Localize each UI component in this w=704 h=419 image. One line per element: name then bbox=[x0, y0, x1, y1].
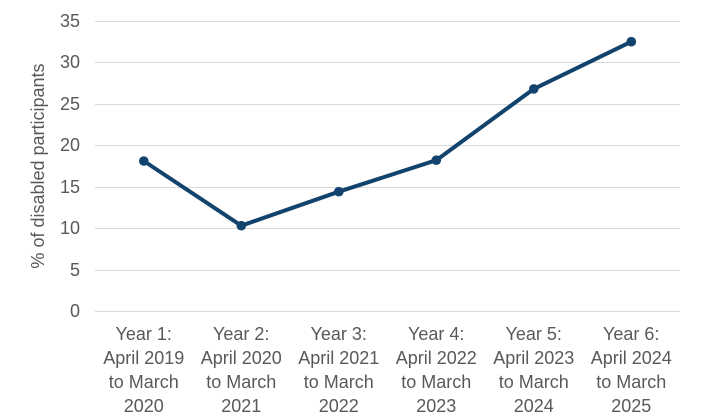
y-tick-label-10: 10 bbox=[59, 218, 80, 239]
data-point-1 bbox=[139, 156, 149, 166]
gridline-y-0 bbox=[95, 311, 680, 312]
x-tick-label-year-6: Year 6: April 2024 to March 2025 bbox=[590, 324, 672, 416]
data-point-5 bbox=[529, 84, 539, 94]
series-line bbox=[142, 39, 633, 228]
y-tick-label-5: 5 bbox=[69, 259, 80, 280]
x-tick-label-year-3: Year 3: April 2021 to March 2022 bbox=[298, 324, 380, 416]
x-tick-label-year-2: Year 2: April 2020 to March 2021 bbox=[200, 324, 282, 416]
y-tick-label-0: 0 bbox=[69, 301, 80, 321]
data-point-3 bbox=[334, 186, 344, 197]
y-tick-label-35: 35 bbox=[59, 11, 80, 31]
y-tick-label-20: 20 bbox=[59, 135, 80, 156]
x-axis-tick-labels: Year 1: April 2019 to March 2020 Year 2: … bbox=[95, 322, 680, 418]
x-tick-label-year-4: Year 4: April 2022 to March 2023 bbox=[395, 324, 477, 416]
y-tick-label-30: 30 bbox=[59, 52, 80, 73]
gridline-y-20 bbox=[95, 145, 680, 147]
y-axis-title: % of disabled participants bbox=[28, 63, 48, 269]
gridline-y-15 bbox=[95, 186, 680, 188]
data-point-4 bbox=[431, 155, 442, 165]
plot-area bbox=[95, 21, 680, 312]
x-tick-label-year-1: Year 1: April 2019 to March 2020 bbox=[103, 324, 185, 416]
gridline-y-35 bbox=[95, 21, 680, 22]
data-point-6 bbox=[626, 36, 637, 47]
data-point-2 bbox=[236, 220, 247, 231]
y-tick-label-15: 15 bbox=[59, 176, 80, 197]
gridline-y-25 bbox=[95, 103, 680, 105]
gridline-y-10 bbox=[95, 228, 680, 230]
gridline-y-30 bbox=[95, 62, 680, 64]
gridline-y-5 bbox=[95, 269, 680, 271]
data-line-series bbox=[139, 36, 637, 231]
x-tick-label-year-5: Year 5: April 2023 to March 2024 bbox=[493, 324, 575, 416]
y-tick-label-25: 25 bbox=[59, 93, 80, 114]
